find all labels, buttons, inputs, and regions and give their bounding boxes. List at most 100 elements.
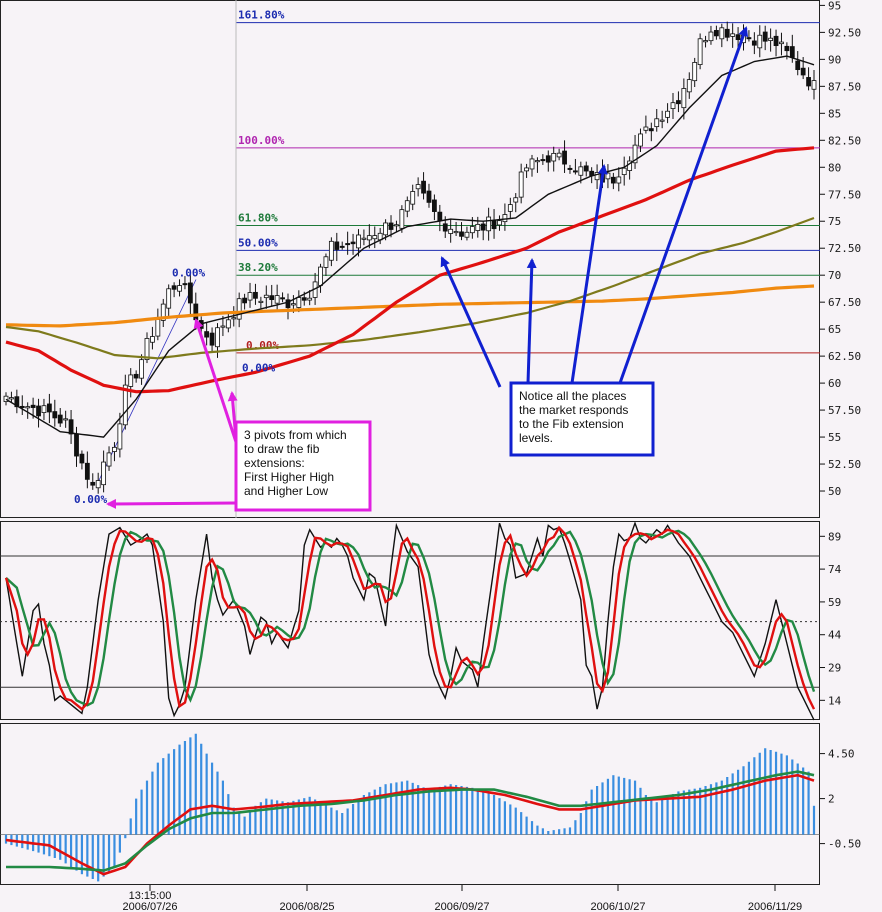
x-tick-label: 2006/09/27 <box>434 901 489 912</box>
candle-down <box>253 291 258 299</box>
candle-up <box>513 197 519 203</box>
price-tick-label: 92.50 <box>828 26 861 39</box>
right-axis-bg <box>820 0 882 912</box>
candle-up <box>638 133 643 147</box>
fib-label-4: 38.20% <box>238 261 278 274</box>
candle-up <box>448 228 454 234</box>
candle-up <box>160 303 166 321</box>
fib-response-note-box <box>509 381 655 457</box>
candle-up <box>63 418 69 421</box>
candle-down <box>84 462 90 480</box>
blue-arrow-4 <box>618 26 749 384</box>
candle-up <box>106 452 112 467</box>
candle-up <box>296 297 302 308</box>
candle-up <box>811 80 817 90</box>
price-tick-label: 75 <box>828 215 841 228</box>
candle-down <box>74 433 79 457</box>
candle-up <box>236 298 242 320</box>
candle-down <box>491 220 497 230</box>
candle-up <box>112 446 117 452</box>
candle-down <box>421 180 426 194</box>
candle-down <box>133 373 139 379</box>
candle-up <box>150 336 155 343</box>
macd-tick-label: 4.50 <box>828 748 855 761</box>
price-tick-label: 60 <box>828 377 841 390</box>
candle-up <box>9 397 14 400</box>
candle-down <box>751 40 757 46</box>
macd-frame <box>0 723 820 885</box>
candle-up <box>101 461 107 486</box>
price-tick-label: 82.50 <box>828 134 861 147</box>
candle-up <box>139 359 144 379</box>
candle-up <box>453 231 459 234</box>
candle-up <box>220 325 226 328</box>
candle-up <box>361 237 367 240</box>
candle-up <box>692 62 698 82</box>
candle-up <box>621 167 627 176</box>
x-tick-label: 2006/07/26 <box>122 901 177 912</box>
candle-down <box>806 77 811 87</box>
candle-up <box>768 37 774 41</box>
candle-down <box>676 100 681 105</box>
candle-up <box>258 300 264 303</box>
candle-up <box>399 209 405 229</box>
x-tick-label: 2006/08/25 <box>279 901 334 912</box>
candle-down <box>280 297 285 300</box>
fib-label-1: 100.00% <box>238 134 285 147</box>
candle-down <box>193 303 199 321</box>
candle-up <box>394 224 399 227</box>
candle-up <box>404 200 410 212</box>
candle-down <box>773 35 779 47</box>
candle-down <box>204 331 210 338</box>
fib-label-3: 50.00% <box>238 236 278 249</box>
candle-up <box>535 160 540 163</box>
candle-up <box>323 256 329 268</box>
stoch-slow-line <box>5 529 816 707</box>
candle-down <box>57 414 63 424</box>
candle-up <box>594 172 600 181</box>
stoch-tick-label: 14 <box>828 694 842 707</box>
candle-up <box>225 319 231 329</box>
candle-down <box>724 28 730 38</box>
candle-up <box>247 292 253 301</box>
pivots-note-line: First Higher High <box>244 470 334 484</box>
candle-up <box>665 110 670 118</box>
candle-up <box>518 171 524 198</box>
candle-up <box>524 167 529 172</box>
candle-up <box>686 79 692 93</box>
pivots-note-box <box>234 420 372 512</box>
pivots-note-line: extensions: <box>244 456 305 470</box>
candle-down <box>171 285 177 290</box>
candle-down <box>350 241 356 245</box>
pink-arrow-low <box>106 498 237 509</box>
candle-up <box>415 184 421 190</box>
candle-down <box>480 223 486 231</box>
candle-up <box>291 303 296 306</box>
x-tick-label: 2006/10/27 <box>590 901 645 912</box>
candle-up <box>708 31 714 42</box>
ma-10-line <box>5 55 815 438</box>
fib-response-note-line: levels. <box>519 431 553 445</box>
candle-down <box>735 34 741 41</box>
candle-up <box>730 33 736 37</box>
candle-up <box>144 338 150 360</box>
candle-down <box>269 295 275 301</box>
stoch-tick-label: 44 <box>828 629 842 642</box>
candle-down <box>459 231 464 237</box>
candle-up <box>177 285 182 292</box>
candle-up <box>366 235 372 241</box>
pivot-label-higher-low: 0.00% <box>242 362 275 375</box>
candle-up <box>616 176 622 184</box>
candle-down <box>30 404 36 408</box>
candle-up <box>155 319 161 337</box>
candle-up <box>469 226 475 234</box>
x-tick-label: 13:15:00 <box>129 890 172 902</box>
candle-down <box>14 396 20 408</box>
candle-up <box>383 222 388 236</box>
candle-down <box>610 176 616 184</box>
blue-arrow-1 <box>440 256 502 388</box>
price-panel: 161.80% 100.00% 61.80% 50.00% 38.20% 0.00% 0.0… <box>0 0 820 518</box>
ma-200-line <box>5 284 815 328</box>
